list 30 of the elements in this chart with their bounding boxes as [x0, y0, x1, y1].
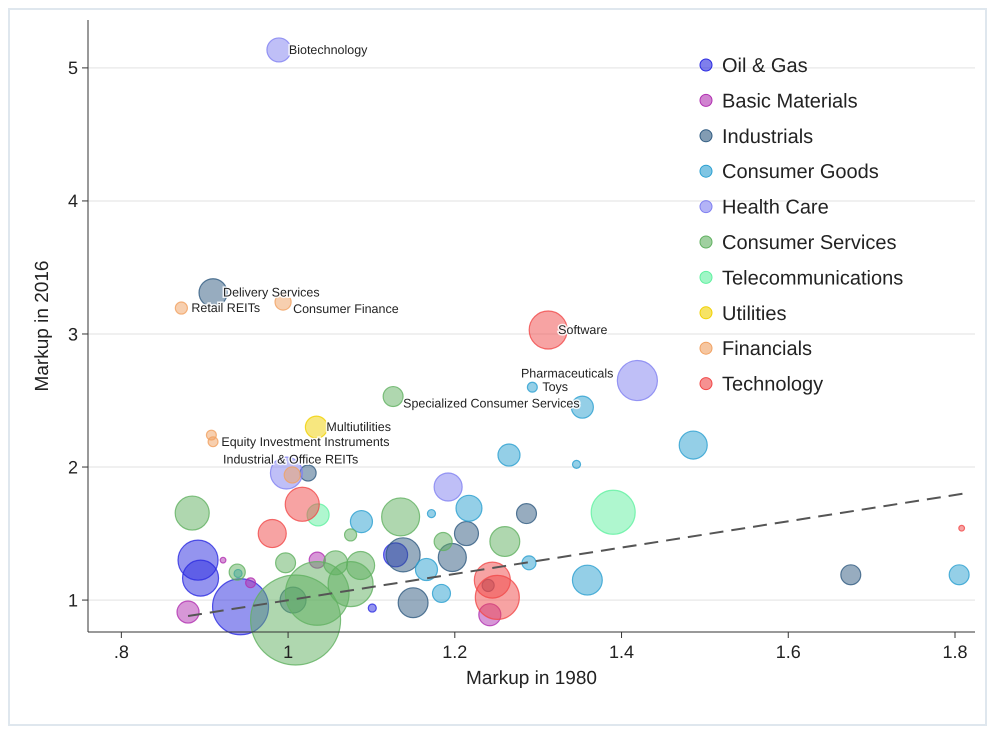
x-tick-label: 1.6 [776, 642, 801, 662]
x-tick-label: .8 [114, 642, 129, 662]
annotation: Toys [542, 380, 568, 394]
annotation: Pharmaceuticals [520, 366, 614, 381]
annotation: Biotechnology [288, 42, 368, 57]
legend-label: Telecommunications [722, 267, 904, 290]
annotation: Equity Investment Instruments [221, 435, 390, 450]
y-tick-label: 5 [68, 58, 78, 78]
y-axis-title: Markup in 2016 [32, 260, 53, 392]
x-tick-label: 1.8 [942, 642, 968, 662]
annotation: Consumer Finance [293, 302, 399, 316]
legend-label: Financials [722, 338, 812, 360]
y-tick-label: 4 [68, 191, 78, 212]
annotation: Industrial & Office REITs [223, 452, 358, 467]
legend-label: Consumer Services [722, 232, 897, 254]
legend-label: Technology [722, 374, 824, 396]
y-tick-label: 3 [68, 324, 78, 344]
x-tick-label: 1.4 [609, 642, 634, 662]
legend-label: Oil & Gas [722, 55, 808, 77]
legend-label: Consumer Goods [722, 161, 879, 184]
y-tick-label: 2 [68, 457, 78, 478]
x-axis-title: Markup in 1980 [466, 668, 597, 689]
legend-label: Basic Materials [722, 90, 858, 112]
x-tick-label: 1 [283, 642, 294, 662]
y-tick-label: 1 [68, 590, 78, 610]
legend-label: Utilities [722, 302, 786, 325]
legend-label: Industrials [722, 126, 814, 148]
x-tick-label: 1.2 [442, 642, 468, 662]
annotation: Retail REITs [191, 301, 260, 316]
legend-label: Health Care [722, 196, 829, 219]
